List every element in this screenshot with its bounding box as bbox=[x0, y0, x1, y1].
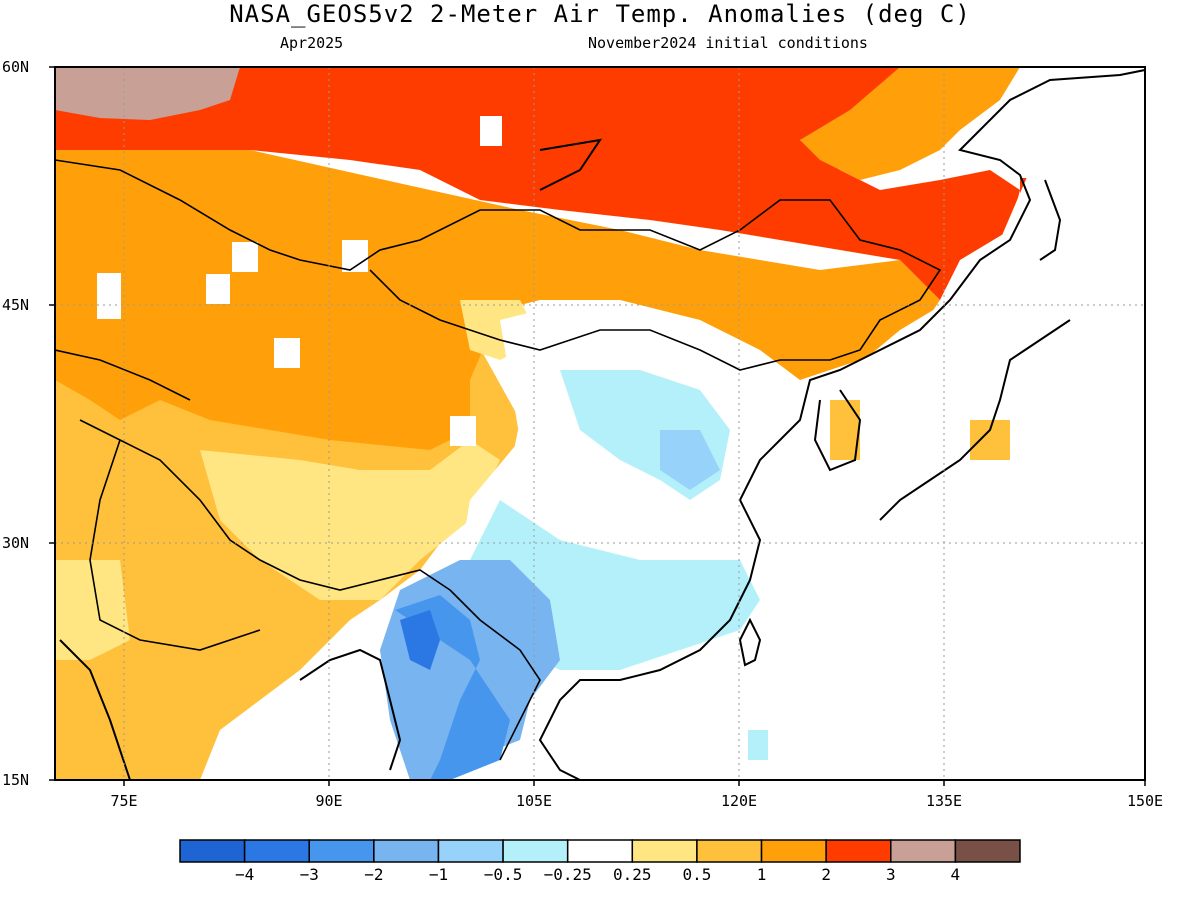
axis-ticks bbox=[49, 66, 1146, 786]
anomaly-region-3-4 bbox=[55, 67, 240, 120]
lon-label-135e: 135E bbox=[925, 792, 963, 810]
colorbar-label: 3 bbox=[885, 865, 896, 884]
lon-label-90e: 90E bbox=[315, 792, 343, 810]
lat-label-60n: 60N bbox=[2, 58, 30, 76]
lon-label-105e: 105E bbox=[515, 792, 553, 810]
colorbar-swatch bbox=[179, 839, 246, 863]
colorbar bbox=[179, 839, 1021, 863]
anomaly-region-1-2 bbox=[55, 140, 940, 450]
lat-label-15n: 15N bbox=[2, 771, 30, 789]
anomaly-region-1-2 bbox=[800, 67, 1020, 180]
colorbar-swatch bbox=[502, 839, 569, 863]
anomaly-region-neg3-4 bbox=[400, 610, 440, 670]
colorbar-swatch bbox=[566, 839, 634, 863]
colorbar-swatch bbox=[308, 839, 375, 863]
anomaly-region-2-3 bbox=[55, 67, 1020, 300]
anomaly-region-0.25-0.5 bbox=[55, 560, 130, 660]
colorbar-swatch bbox=[437, 839, 504, 863]
country-borders bbox=[55, 159, 942, 761]
coastlines bbox=[59, 69, 1145, 780]
anomaly-field bbox=[55, 67, 1145, 780]
forecast-month: Apr2025 bbox=[280, 34, 344, 52]
colorbar-swatch bbox=[890, 839, 957, 863]
colorbar-swatch bbox=[373, 839, 440, 863]
colorbar-swatch bbox=[243, 839, 310, 863]
colorbar-label: 0.25 bbox=[613, 865, 652, 884]
map-title: NASA_GEOS5v2 2-Meter Air Temp. Anomalies… bbox=[229, 0, 971, 28]
map-grid bbox=[55, 67, 1145, 780]
initial-conditions: November2024 initial conditions bbox=[588, 34, 868, 52]
lat-label-45n: 45N bbox=[2, 296, 30, 314]
lon-label-150e: 150E bbox=[1126, 792, 1164, 810]
colorbar-label: 0.5 bbox=[682, 865, 712, 884]
anomaly-region-neg2-3 bbox=[395, 595, 510, 780]
colorbar-swatch bbox=[825, 839, 892, 863]
colorbar-swatch bbox=[760, 839, 827, 863]
map-frame bbox=[54, 66, 1146, 781]
colorbar-label: 2 bbox=[821, 865, 831, 884]
colorbar-label: −2 bbox=[364, 865, 384, 884]
anomaly-region-neutral bbox=[760, 67, 1145, 780]
anomaly-region-0.25-0.5 bbox=[200, 440, 500, 600]
colorbar-label: −0.25 bbox=[543, 865, 592, 884]
lon-label-75e: 75E bbox=[110, 792, 138, 810]
colorbar-label: 4 bbox=[950, 865, 961, 884]
colorbar-swatch bbox=[696, 839, 763, 863]
colorbar-swatch bbox=[954, 839, 1021, 863]
lat-label-30n: 30N bbox=[2, 534, 30, 552]
colorbar-label: −3 bbox=[299, 865, 319, 884]
colorbar-swatch bbox=[631, 839, 698, 863]
colorbar-label: −0.5 bbox=[483, 865, 523, 884]
colorbar-label: −1 bbox=[428, 865, 449, 884]
colorbar-label: −4 bbox=[234, 865, 255, 884]
lon-label-120e: 120E bbox=[720, 792, 758, 810]
colorbar-label: 1 bbox=[756, 865, 767, 884]
anomaly-region-neg0.5-1 bbox=[660, 430, 720, 490]
